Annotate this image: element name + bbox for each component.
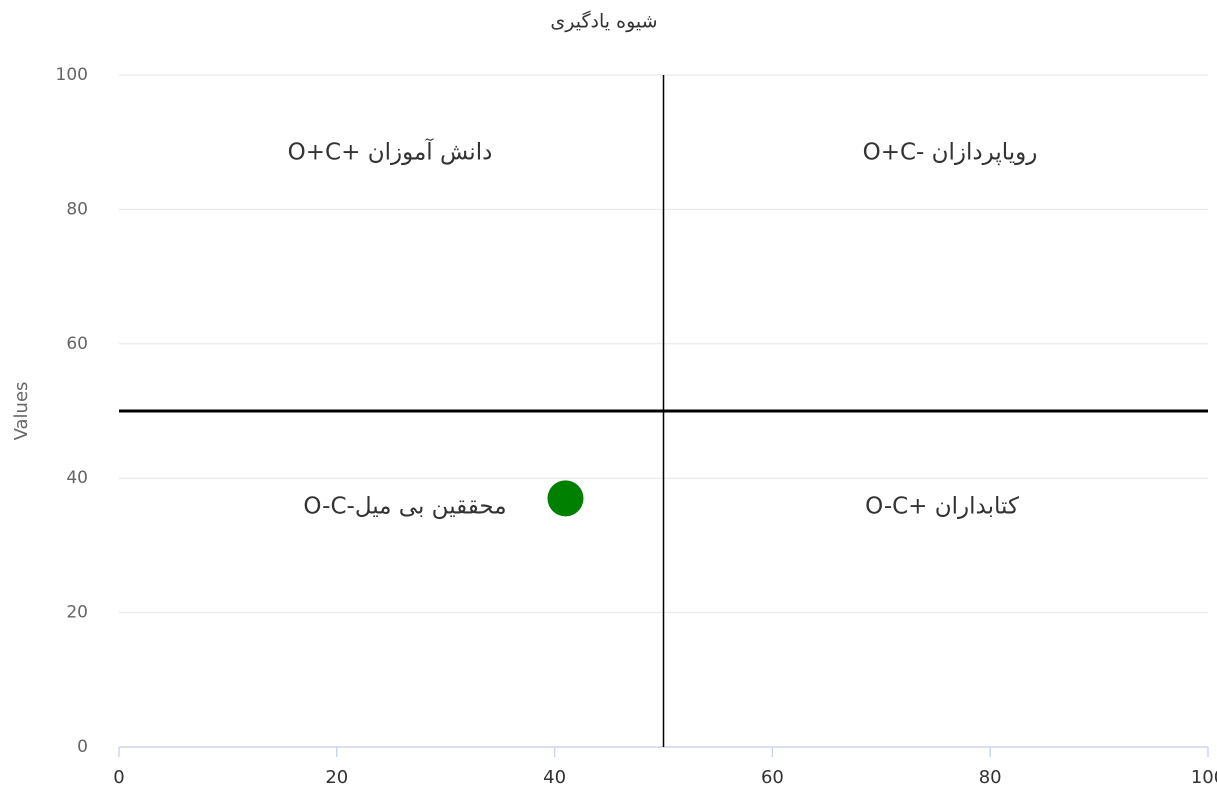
- y-tick-label: 100: [56, 65, 88, 85]
- x-tick-label: 20: [325, 767, 348, 788]
- x-tick-label: 100: [1191, 767, 1217, 788]
- x-tick-label: 0: [113, 767, 124, 788]
- quadrant-label: O-C-محققین بی میل: [303, 494, 506, 520]
- x-tick-label: 80: [979, 767, 1002, 788]
- scatter-point: [547, 480, 584, 517]
- y-axis-label: Values: [11, 382, 32, 441]
- quadrant-label: O+C- رویاپردازان: [863, 140, 1038, 166]
- x-tick-label: 40: [543, 767, 566, 788]
- y-tick-label: 20: [66, 603, 88, 623]
- chart-title: شیوه یادگیری: [550, 10, 657, 33]
- x-tick-label: 60: [761, 767, 784, 788]
- y-tick-label: 0: [77, 737, 88, 757]
- y-tick-label: 80: [66, 199, 88, 219]
- y-tick-label: 40: [66, 468, 88, 488]
- quadrant-label: O+C+ دانش آموزان: [288, 138, 493, 166]
- quadrant-label: O-C+ کتابداران: [865, 494, 1019, 520]
- y-tick-label: 60: [66, 334, 88, 354]
